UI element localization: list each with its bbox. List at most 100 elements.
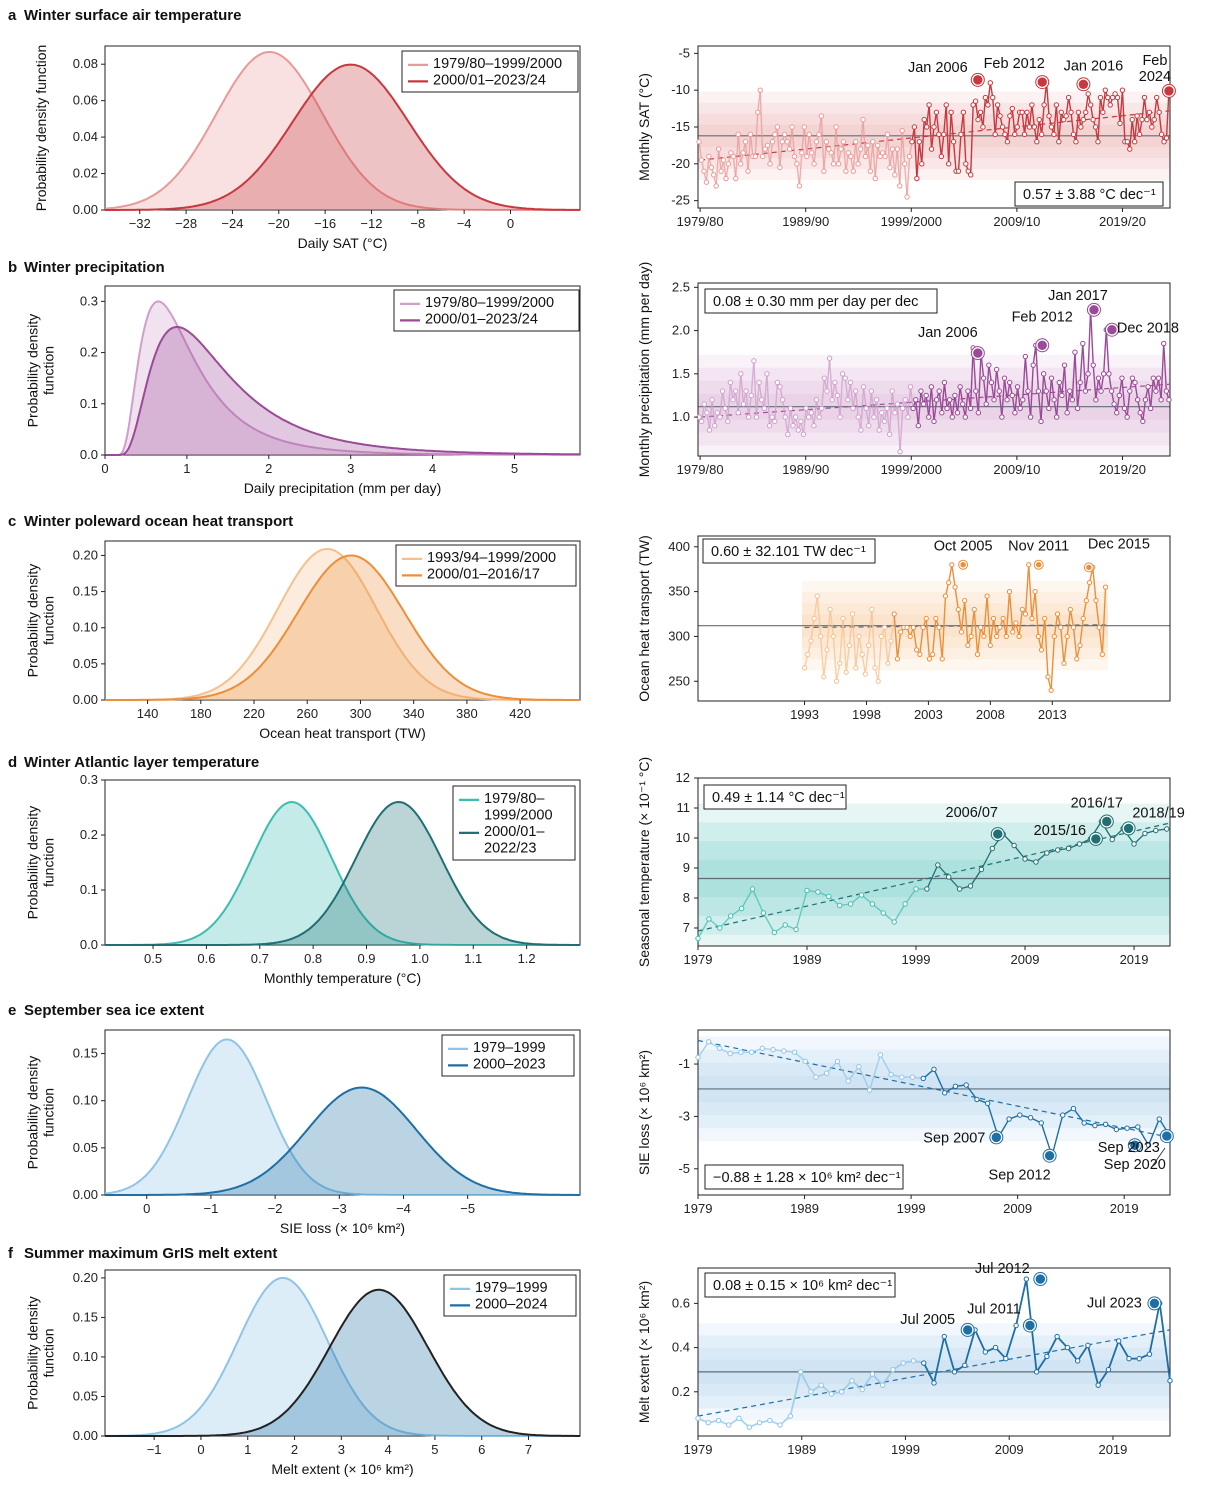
series-segment bbox=[715, 149, 720, 186]
series-segment bbox=[826, 358, 831, 392]
data-point bbox=[1126, 1355, 1132, 1362]
series-segment bbox=[1045, 82, 1050, 117]
series-segment bbox=[798, 152, 803, 186]
x-tick-label: 1979 bbox=[684, 952, 713, 967]
data-point bbox=[968, 633, 974, 640]
legend-label: 2022/23 bbox=[484, 841, 536, 857]
data-point bbox=[755, 109, 761, 115]
data-point bbox=[939, 410, 945, 416]
series-segment bbox=[828, 358, 833, 400]
data-point bbox=[1136, 131, 1143, 138]
series-segment bbox=[1006, 382, 1011, 400]
data-point bbox=[712, 423, 718, 429]
data-point bbox=[1095, 139, 1101, 145]
data-point bbox=[1056, 379, 1063, 386]
y-tick-label: 0.3 bbox=[80, 772, 98, 787]
series-segment bbox=[1079, 618, 1084, 646]
series-segment bbox=[862, 119, 867, 157]
series-segment bbox=[912, 627, 918, 650]
series-segment bbox=[747, 134, 752, 172]
data-point bbox=[955, 606, 961, 613]
data-point bbox=[877, 1052, 884, 1058]
highlight-point bbox=[973, 75, 983, 85]
data-point bbox=[794, 161, 800, 167]
series-segment bbox=[1037, 391, 1042, 422]
series-segment bbox=[930, 126, 935, 150]
data-point bbox=[987, 80, 993, 86]
highlight-point bbox=[1037, 77, 1047, 87]
series-segment bbox=[973, 609, 979, 655]
y-tick-label: 0.00 bbox=[73, 692, 98, 707]
y-axis-label: Probability densityfunction bbox=[25, 1296, 57, 1410]
highlight-point bbox=[960, 561, 966, 568]
data-point bbox=[818, 1382, 824, 1388]
data-point bbox=[965, 388, 971, 394]
data-point bbox=[886, 431, 893, 438]
y-tick-label: -15 bbox=[671, 119, 690, 134]
data-point bbox=[833, 124, 839, 130]
data-point bbox=[869, 606, 875, 613]
data-point bbox=[931, 124, 937, 130]
annotation-label: Dec 2018 bbox=[1117, 321, 1179, 337]
data-point bbox=[1070, 624, 1077, 631]
panel-b_ts: Jan 2006 Feb 2012 Jan 2017 Dec 2018 1.0 1.5 2.… bbox=[636, 262, 1179, 478]
data-point bbox=[748, 392, 754, 399]
highlight-point bbox=[1086, 564, 1092, 571]
data-point bbox=[941, 1333, 947, 1340]
legend-label: 1979/80–1999/2000 bbox=[433, 56, 562, 72]
data-point bbox=[1145, 1142, 1152, 1148]
data-point bbox=[1027, 1115, 1034, 1121]
data-point bbox=[749, 886, 756, 892]
series-segment bbox=[741, 888, 754, 909]
data-point bbox=[821, 375, 828, 381]
panel-d_pdf: 0.0 0.1 0.2 0.3 0.5 0.6 0.7 0.8 0.9 1.0 1.1 1.2 Mont… bbox=[25, 772, 581, 986]
series-segment bbox=[901, 130, 906, 164]
data-point bbox=[782, 414, 788, 420]
series-segment bbox=[820, 115, 825, 172]
data-point bbox=[752, 153, 759, 160]
data-point bbox=[736, 1415, 742, 1422]
y-tick-label: 1.5 bbox=[672, 366, 690, 381]
data-point bbox=[1011, 842, 1017, 849]
data-point bbox=[738, 905, 745, 912]
data-point bbox=[1099, 651, 1105, 657]
series-segment bbox=[1024, 356, 1029, 392]
series-segment bbox=[804, 1061, 817, 1078]
legend-label: 2000/01–2023/24 bbox=[425, 312, 538, 328]
x-tick-label: 2 bbox=[265, 461, 272, 476]
data-point bbox=[756, 379, 762, 386]
y-tick-label: -1 bbox=[678, 1056, 690, 1071]
data-point bbox=[907, 633, 913, 640]
series-segment bbox=[893, 613, 899, 659]
pdf-fill-late bbox=[105, 1289, 580, 1436]
series-segment bbox=[925, 395, 930, 418]
annotation-label: Sep 2023 bbox=[1098, 1140, 1160, 1156]
data-point bbox=[981, 633, 987, 640]
data-point bbox=[1083, 597, 1089, 604]
series-segment bbox=[989, 618, 995, 646]
series-segment bbox=[852, 141, 857, 172]
data-point bbox=[1060, 1112, 1066, 1118]
series-segment bbox=[858, 1066, 871, 1091]
data-point bbox=[859, 651, 865, 657]
y-tick-label: 7 bbox=[683, 920, 690, 935]
data-point bbox=[757, 87, 763, 93]
series-segment bbox=[1011, 108, 1016, 135]
x-tick-label: 0 bbox=[143, 1201, 150, 1216]
series-segment bbox=[886, 134, 891, 168]
series-segment bbox=[869, 141, 874, 172]
data-point bbox=[1064, 1344, 1071, 1351]
series-segment bbox=[947, 564, 953, 583]
data-point bbox=[956, 886, 963, 892]
trend-line bbox=[697, 1329, 1171, 1417]
highlight-point bbox=[973, 348, 983, 358]
data-point bbox=[881, 418, 888, 425]
y-tick-label: 0.1 bbox=[80, 882, 98, 897]
series-segment bbox=[858, 636, 863, 655]
data-point bbox=[913, 397, 919, 403]
series-segment bbox=[769, 141, 774, 164]
series-segment bbox=[762, 912, 775, 933]
data-point bbox=[805, 414, 812, 420]
series-segment bbox=[965, 1084, 978, 1100]
series-segment bbox=[855, 636, 860, 668]
